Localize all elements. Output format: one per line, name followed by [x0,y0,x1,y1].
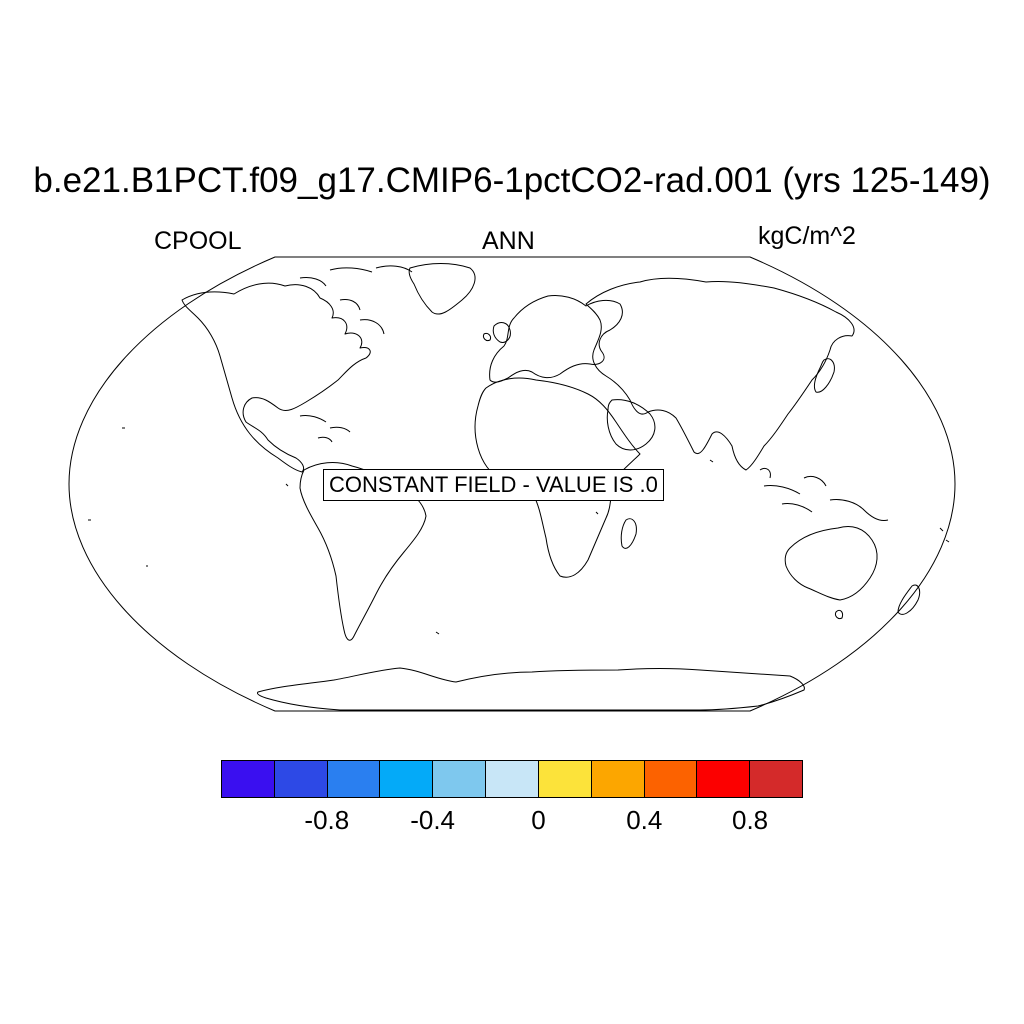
small-islands-coastline [88,427,950,635]
colorbar-tick-label: 0 [531,805,546,835]
greenland-coastline [408,263,476,315]
colorbar-swatch [697,761,751,797]
colorbar-tick-label: 0.4 [626,805,663,835]
plot-title: b.e21.B1PCT.f09_g17.CMIP6-1pctCO2-rad.00… [33,161,991,200]
arctic-islands-coastline [299,265,413,335]
colorbar-tick-label: -0.4 [410,805,456,835]
caribbean-coastline [299,415,351,443]
europe-coastline [489,295,623,383]
variable-label: CPOOL [154,227,242,255]
british-isles-coastline [483,322,511,343]
units-label: kgC/m^2 [758,222,856,250]
new-zealand-coastline [835,584,921,619]
colorbar-swatch [750,761,802,797]
antarctica-coastline [257,667,805,711]
constant-field-notice: CONSTANT FIELD - VALUE IS .0 [323,469,664,501]
colorbar-swatch [274,761,328,797]
colorbar-swatch [644,761,698,797]
japan-coastline [813,358,835,393]
colorbar-tick-label: -0.8 [304,805,350,835]
southeast-asia-islands-coastline [759,467,889,521]
madagascar-coastline [620,518,637,549]
colorbar [221,760,803,798]
colorbar-swatch [591,761,645,797]
colorbar-swatch [327,761,381,797]
middle-east-coastline [606,399,656,451]
asia-coastline [585,277,855,471]
colorbar-swatch [433,761,487,797]
colorbar-swatch [222,761,275,797]
season-label: ANN [482,227,535,255]
colorbar-swatch [486,761,539,797]
north-america-coastline [181,282,371,473]
colorbar-tick-label: 0.8 [732,805,769,835]
africa-coastline [474,377,641,578]
colorbar-swatch [380,761,434,797]
colorbar-swatch [538,761,592,797]
australia-coastline [784,526,878,601]
